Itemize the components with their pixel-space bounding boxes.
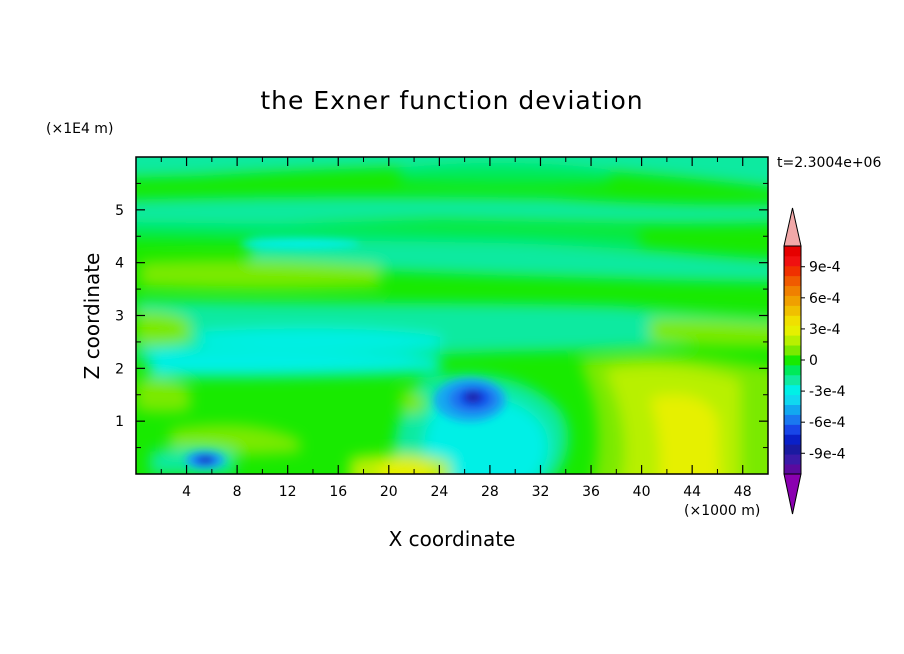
- colorbar: 9e-4 6e-4 3e-4 0 -3e-4 -6e-4 -9e-4: [783, 207, 846, 515]
- colorbar-segment: [784, 246, 801, 257]
- x-tick-label: 32: [532, 484, 550, 500]
- x-tick-label: 20: [380, 484, 398, 500]
- colorbar-segment: [784, 335, 801, 346]
- colorbar-segment: [784, 315, 801, 326]
- colorbar-segment: [784, 305, 801, 316]
- y-tick-label: 4: [115, 256, 124, 272]
- colorbar-segment: [784, 424, 801, 435]
- y-tick-label: 3: [115, 309, 124, 325]
- colorbar-label: -3e-4: [809, 384, 846, 400]
- x-tick-label: 8: [233, 484, 242, 500]
- x-tick-label: 36: [582, 484, 600, 500]
- colorbar-segment: [784, 285, 801, 296]
- x-tick-label: 28: [481, 484, 499, 500]
- chart-title: the Exner function deviation: [260, 86, 644, 115]
- colorbar-under-arrow: [783, 473, 802, 515]
- colorbar-segment: [784, 444, 801, 455]
- y-ticks: 1 2 3 4 5: [115, 182, 768, 449]
- y-tick-label: 1: [115, 414, 124, 430]
- y-tick-label: 2: [115, 361, 124, 377]
- colorbar-label: -9e-4: [809, 446, 846, 462]
- colorbar-segment: [784, 434, 801, 445]
- contour-field: [136, 157, 768, 474]
- colorbar-segment: [784, 464, 801, 475]
- x-tick-label: 12: [279, 484, 297, 500]
- y-unit-label: (×1E4 m): [46, 121, 114, 137]
- colorbar-segment: [784, 364, 801, 376]
- colorbar-segment: [784, 404, 801, 415]
- colorbar-segment: [784, 394, 801, 406]
- x-tick-label: 40: [633, 484, 651, 500]
- y-tick-label: 5: [115, 203, 124, 219]
- colorbar-segment: [784, 384, 801, 396]
- colorbar-segment: [784, 255, 801, 267]
- colorbar-over-arrow: [783, 207, 802, 247]
- x-unit-label: (×1000 m): [684, 503, 761, 519]
- x-tick-label: 44: [683, 484, 701, 500]
- time-label: t=2.3004e+06: [777, 155, 882, 171]
- colorbar-label: 0: [809, 353, 818, 369]
- x-axis-label: X coordinate: [388, 527, 516, 551]
- colorbar-label: 6e-4: [809, 291, 841, 307]
- colorbar-segment: [784, 454, 801, 465]
- x-tick-label: 24: [430, 484, 448, 500]
- colorbar-label: 3e-4: [809, 322, 841, 338]
- colorbar-segment: [784, 295, 801, 306]
- colorbar-segment: [784, 325, 801, 336]
- x-ticks: 4 8 12 16 20 24 28 32 36 40 44 48: [160, 157, 752, 500]
- x-tick-label: 4: [182, 484, 191, 500]
- x-tick-label: 48: [734, 484, 752, 500]
- colorbar-label: 9e-4: [809, 260, 841, 276]
- colorbar-segment: [784, 265, 801, 277]
- colorbar-segment: [784, 374, 801, 386]
- colorbar-segment: [784, 414, 801, 425]
- colorbar-segment: [784, 345, 801, 356]
- colorbar-segment: [784, 355, 801, 366]
- colorbar-segment: [784, 275, 801, 287]
- x-tick-label: 16: [329, 484, 347, 500]
- colorbar-label: -6e-4: [809, 415, 846, 431]
